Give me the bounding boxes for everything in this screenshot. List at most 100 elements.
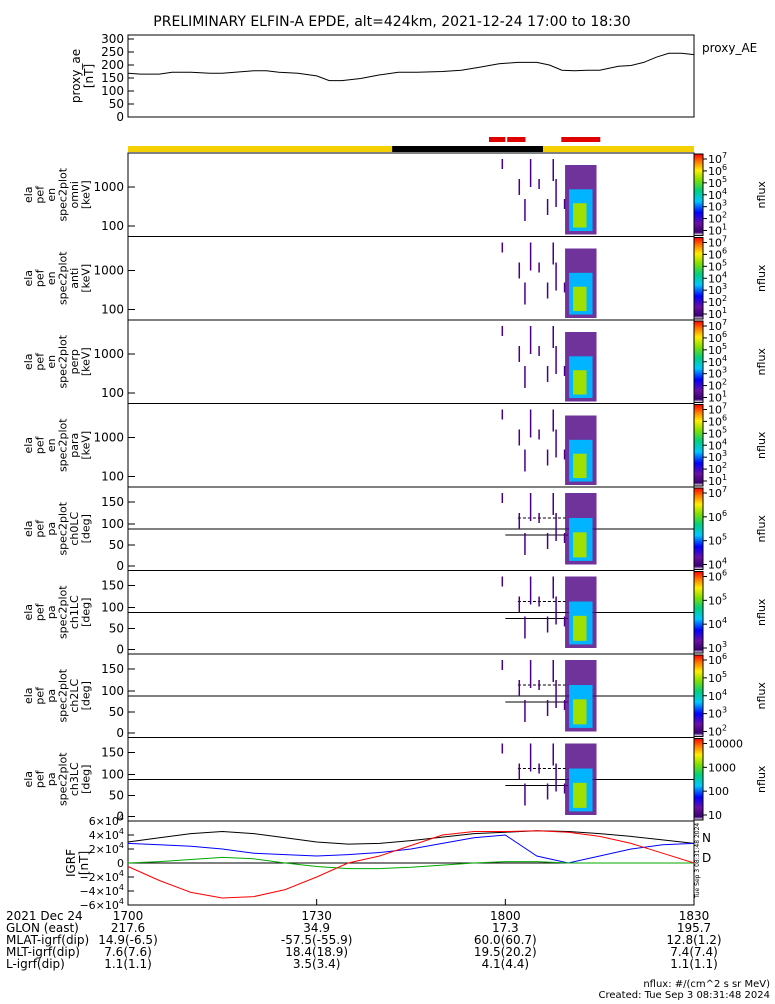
status-bar-segment xyxy=(392,146,544,152)
spec-speck xyxy=(555,346,557,374)
spec-colorbar-label-exp: 6 xyxy=(722,163,727,172)
spec-speck xyxy=(538,596,540,607)
spec-colorbar-label: 107 xyxy=(708,318,727,333)
proxy-ae-unit: [nT] xyxy=(82,64,96,88)
igrf-tick-label-base: −6×10 xyxy=(79,899,118,912)
spec-colorbar-label-exp: 6 xyxy=(722,569,727,578)
spec-panel-label-line: ch1LC xyxy=(68,595,81,629)
igrf-tick-label: 4×104 xyxy=(89,827,124,842)
spec-colorbar-title: nflux xyxy=(755,348,768,376)
spec-colorbar-label-exp: 7 xyxy=(722,485,727,494)
spec-blob-core xyxy=(573,699,587,725)
spec-colorbar-title: nflux xyxy=(755,515,768,543)
spec-colorbar-label-exp: 1 xyxy=(722,390,727,399)
igrf-tick-label: 0 xyxy=(117,857,124,870)
spec-colorbar-label-exp: 1 xyxy=(722,473,727,482)
spec-colorbar-label: 102 xyxy=(708,724,727,739)
spec-colorbar-label: 107 xyxy=(708,235,727,250)
spec-colorbar-label-exp: 6 xyxy=(722,509,727,518)
spec-speck xyxy=(563,700,566,710)
spec-panel-label-line: pef xyxy=(34,602,47,621)
spec-colorbar-label: 103 xyxy=(708,706,727,721)
spec-colorbar-label-exp: 4 xyxy=(722,437,727,446)
spec-speck xyxy=(518,596,521,613)
footer-row-value: 1800 xyxy=(490,909,521,923)
proxy-ae-frame xyxy=(127,34,695,118)
igrf-tick-label: 6×104 xyxy=(89,813,124,828)
spec-colorbar-label: 10 xyxy=(708,809,722,822)
spec-panel-tick-label: 100 xyxy=(101,470,124,484)
spec-colorbar xyxy=(693,571,704,654)
spec-speck xyxy=(501,326,504,336)
spec-colorbar xyxy=(693,320,704,403)
spec-speck xyxy=(518,346,521,362)
spec-speck xyxy=(546,449,549,466)
spec-speck xyxy=(501,159,504,169)
spec-colorbar xyxy=(693,487,704,570)
spec-panel-label-line: [deg] xyxy=(80,681,93,710)
igrf-lines xyxy=(127,830,695,899)
spec-panel-label-line: en xyxy=(45,438,58,452)
spec-colorbar-label: 102 xyxy=(708,378,727,393)
spec-panel-label-line: [deg] xyxy=(80,514,93,543)
spec-panel-tick-label: 0 xyxy=(116,559,124,573)
spec-panel-tick-label: 50 xyxy=(109,789,124,803)
footer-row-value: 34.9 xyxy=(303,921,330,935)
spec-panel-label-line: spec2plot xyxy=(57,251,70,305)
spec-panel-label-line: en xyxy=(45,271,58,285)
spec-speck xyxy=(546,199,549,215)
proxy-ae-ylabel: proxy_ae xyxy=(69,49,83,103)
spec-panel-label-line: [deg] xyxy=(80,598,93,627)
spec-panel-label-line: spec2plot xyxy=(57,167,70,221)
spec-colorbar-label: 105 xyxy=(708,670,727,685)
igrf-tick-label-exp: 4 xyxy=(119,813,124,822)
spec-colorbar-label-base: 10 xyxy=(708,344,722,357)
spec-colorbar-title: nflux xyxy=(755,181,768,209)
spec-colorbar-label-base: 10 xyxy=(708,571,722,584)
spec-panel-tick-label: 100 xyxy=(101,768,124,782)
spec-panel-label-line: spec2plot xyxy=(57,418,70,472)
proxy-ae-tick-label: 200 xyxy=(101,58,124,72)
igrf-tick-label-base: 6×10 xyxy=(89,815,119,828)
spec-panel-label-line: anti xyxy=(68,268,81,289)
spec-colorbar-label-base: 10 xyxy=(708,672,722,685)
footnote-units: nflux: #/(cm^2 s sr MeV) xyxy=(643,979,770,990)
igrf-tick-label: 2×104 xyxy=(89,841,124,856)
spec-panel-tick-label: 1000 xyxy=(93,347,124,361)
spec-colorbar-title: nflux xyxy=(755,598,768,626)
footer-row-value: 1.1(1.1) xyxy=(104,957,152,971)
igrf-ylabel: IGRF xyxy=(64,849,78,877)
spec-colorbar-label-base: 10 xyxy=(708,213,722,226)
spec-colorbar-label-base: 10 xyxy=(708,511,722,524)
footer-row-value: 14.9(-6.5) xyxy=(98,933,158,947)
spec-speck xyxy=(538,513,540,523)
spec-colorbar-label: 104 xyxy=(708,354,727,369)
spec-speck xyxy=(524,449,526,472)
spec-panel-label-line: pa xyxy=(45,605,58,619)
spec-colorbar-title: nflux xyxy=(755,765,768,793)
spec-colorbar-label-exp: 7 xyxy=(722,151,727,160)
spec-speck xyxy=(529,159,532,187)
spec-speck xyxy=(529,660,532,688)
spec-panel-label-line: ch2LC xyxy=(68,679,81,713)
spec-colorbar-label: 103 xyxy=(708,449,727,464)
footer-row-value: 1.1(1.1) xyxy=(670,957,718,971)
spec-colorbar-label-exp: 7 xyxy=(722,318,727,327)
spec-colorbar-label-exp: 6 xyxy=(722,330,727,339)
spec-speck xyxy=(538,179,540,189)
spec-colorbar-label-exp: 4 xyxy=(722,270,727,279)
spec-speck xyxy=(546,282,549,299)
spec-colorbar-label-exp: 5 xyxy=(722,175,727,184)
igrf-tick-label-base: 2×10 xyxy=(89,843,119,856)
spec-colorbar xyxy=(693,654,704,737)
spec-blob-core xyxy=(573,453,587,479)
spec-colorbar-label-exp: 5 xyxy=(722,425,727,434)
igrf-tick-label-exp: 4 xyxy=(119,869,124,878)
spec-colorbar-label-base: 10 xyxy=(708,380,722,393)
spec-colorbar-label: 104 xyxy=(708,616,727,631)
spec-speck xyxy=(538,429,540,440)
